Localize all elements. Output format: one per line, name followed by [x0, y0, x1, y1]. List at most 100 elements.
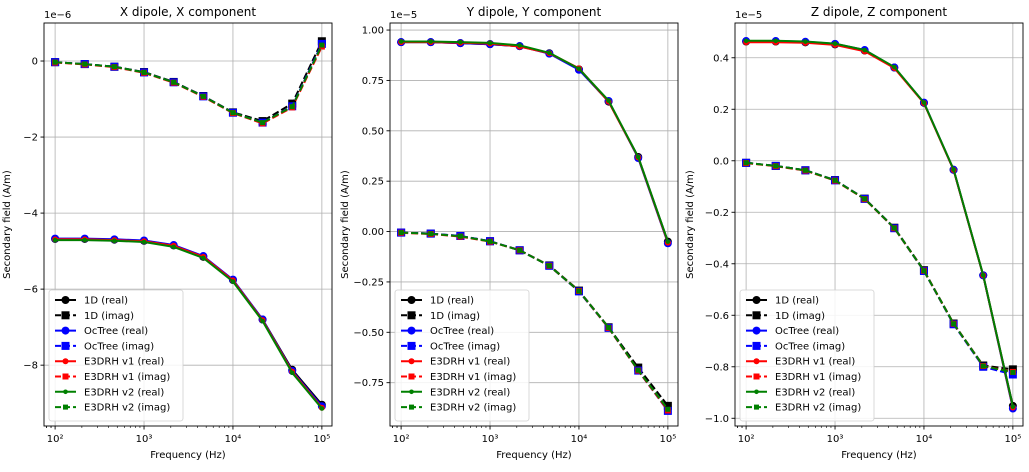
data-point-marker	[980, 363, 986, 369]
legend-label: E3DRH v2 (imag)	[430, 403, 516, 414]
legend-marker-icon	[752, 326, 761, 335]
x-axis: 10² 10³ 10⁴ 10⁵	[46, 426, 330, 445]
y-tick-label: 0.2	[713, 105, 729, 116]
y-tick-label: −0.4	[705, 259, 729, 270]
legend-label: 1D (real)	[84, 296, 128, 307]
legend-label: E3DRH v1 (imag)	[430, 372, 516, 383]
y-tick-label: −0.2	[705, 208, 729, 219]
chart-title: Y dipole, Y component	[466, 5, 602, 19]
x-axis: 10² 10³ 10⁴ 10⁵	[392, 426, 676, 445]
y-tick-label: 0.50	[362, 126, 384, 137]
x-axis: 10² 10³ 10⁴ 10⁵	[737, 426, 1021, 445]
legend-label: 1D (imag)	[775, 311, 825, 322]
x-axis-label: Frequency (Hz)	[496, 450, 572, 461]
data-point-marker	[52, 237, 58, 243]
data-point-marker	[802, 167, 808, 173]
legend-marker-icon	[407, 311, 416, 320]
data-point-marker	[951, 167, 956, 172]
y-tick-label: 0.4	[713, 53, 729, 64]
data-point-marker	[458, 39, 463, 45]
plot-area	[742, 37, 1017, 413]
y-tick-label: −0.25	[353, 277, 384, 288]
data-point-marker	[428, 39, 434, 44]
legend-marker-icon	[62, 358, 69, 365]
legend-marker-icon	[752, 311, 761, 320]
legend-marker-icon	[752, 341, 761, 350]
legend-label: OcTree (real)	[430, 326, 494, 337]
legend-item: 1D (real)	[401, 296, 474, 307]
legend-marker-icon	[63, 404, 68, 410]
legend-label: OcTree (real)	[84, 326, 148, 337]
series-e3drh-v1-imag	[52, 43, 325, 127]
data-point-marker	[980, 272, 986, 278]
legend-item: OcTree (real)	[746, 326, 839, 337]
legend-item: E3DRH v2 (real)	[746, 387, 855, 398]
legend-marker-icon	[63, 389, 68, 395]
legend-marker-icon	[408, 373, 415, 380]
y-offset-label: 1e−6	[44, 10, 71, 21]
legend-marker-icon	[754, 404, 759, 410]
legend-item: E3DRH v2 (real)	[55, 387, 164, 398]
data-point-marker	[517, 43, 522, 48]
series-e3drh-v2-real	[743, 38, 1016, 409]
chart-panel-1: 0 −2 −4 −6 −8 10² 10³ 10⁴ 10⁵ X dipole, X compone…	[2, 5, 333, 461]
y-tick-label: 0.00	[362, 227, 384, 238]
legend-label: E3DRH v1 (real)	[84, 357, 164, 368]
data-point-marker	[832, 177, 838, 183]
plot-area	[397, 38, 672, 415]
legend-label: OcTree (imag)	[430, 341, 500, 352]
data-point-marker	[665, 239, 671, 244]
data-point-marker	[606, 324, 612, 330]
data-point-marker	[576, 288, 582, 294]
legend: 1D (real) 1D (imag) OcTree (real) OcTree (i…	[48, 289, 184, 422]
legend-item: E3DRH v2 (imag)	[401, 403, 516, 414]
y-tick-label: 1.00	[362, 26, 384, 37]
data-point-marker	[111, 64, 117, 70]
legend-label: 1D (imag)	[84, 311, 134, 322]
legend-marker-icon	[407, 296, 416, 304]
data-point-marker	[487, 238, 493, 244]
grid	[44, 23, 332, 426]
legend-marker-icon	[754, 389, 759, 395]
x-axis-label: Frequency (Hz)	[841, 450, 917, 461]
legend-label: E3DRH v2 (imag)	[775, 403, 861, 414]
y-axis-label: Secondary field (A/m)	[685, 170, 696, 279]
x-tick-label: 10⁵	[660, 434, 677, 445]
legend-item: E3DRH v2 (imag)	[746, 403, 861, 414]
data-point-marker	[428, 231, 434, 237]
legend-item: E3DRH v2 (real)	[401, 387, 510, 398]
data-point-marker	[803, 39, 808, 44]
data-point-marker	[862, 47, 867, 53]
data-point-marker	[230, 110, 236, 116]
data-point-marker	[200, 93, 206, 99]
series-octree-imag	[51, 39, 326, 127]
data-point-marker	[230, 279, 236, 284]
data-point-marker	[1010, 404, 1016, 409]
legend-item: E3DRH v1 (imag)	[401, 372, 516, 383]
data-point-marker	[635, 367, 641, 373]
y-tick-label: −1.0	[705, 414, 729, 425]
legend-label: E3DRH v1 (real)	[430, 357, 510, 368]
data-point-marker	[319, 42, 325, 48]
legend-item: OcTree (imag)	[55, 341, 154, 352]
plot-area	[51, 37, 326, 411]
legend-label: E3DRH v2 (real)	[430, 387, 510, 398]
data-point-marker	[891, 225, 897, 231]
y-tick-label: −0.75	[353, 378, 384, 389]
data-point-marker	[141, 69, 147, 75]
legend-item: 1D (real)	[746, 296, 819, 307]
data-point-marker	[82, 61, 88, 67]
legend-label: 1D (real)	[430, 296, 474, 307]
legend-item: E3DRH v1 (real)	[401, 357, 510, 368]
legend-marker-icon	[409, 389, 414, 395]
series-e3drh-v2-real	[52, 237, 325, 411]
legend-item: E3DRH v1 (real)	[746, 357, 855, 368]
legend-label: 1D (imag)	[430, 311, 480, 322]
data-point-marker	[141, 239, 147, 245]
legend-item: E3DRH v1 (real)	[55, 357, 164, 368]
legend-item: 1D (imag)	[55, 311, 134, 322]
y-axis: 1.00 0.75 0.50 0.25 0.00 −0.25 −0.50 −0.75	[353, 26, 390, 389]
data-point-marker	[457, 233, 463, 239]
chart-title: X dipole, X component	[120, 5, 257, 19]
